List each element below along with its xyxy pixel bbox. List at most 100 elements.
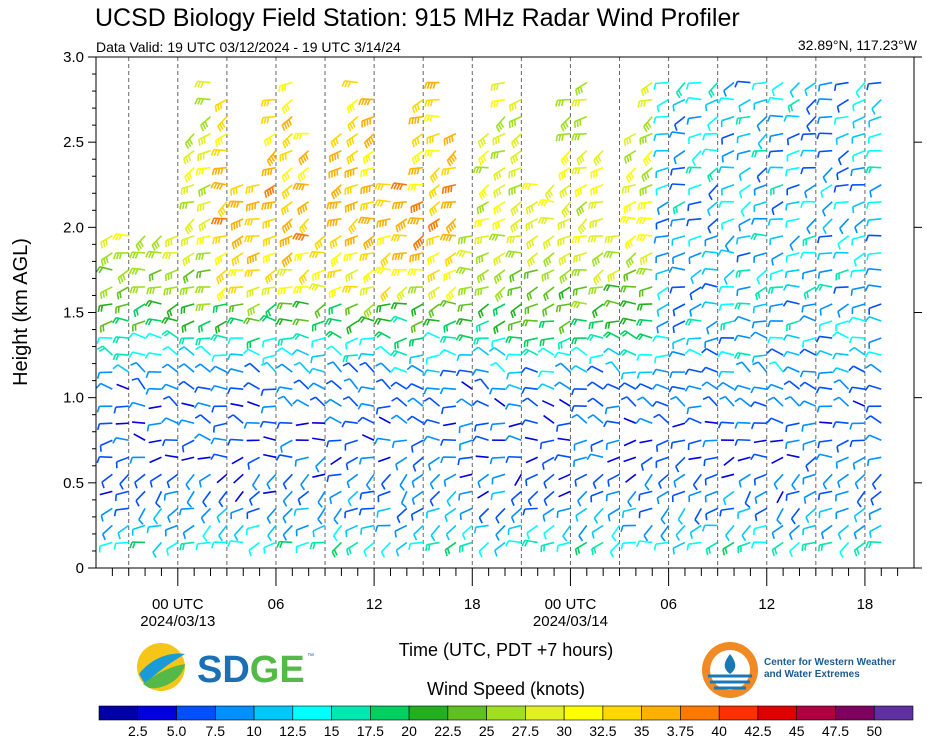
wind-barb-flag: [643, 173, 648, 181]
wind-barb: [181, 320, 195, 333]
wind-barb: [704, 420, 718, 425]
wind-barb-flag: [377, 183, 382, 191]
wind-barb: [688, 235, 702, 247]
wind-barb: [619, 215, 637, 224]
wind-barb-shaft: [558, 473, 571, 481]
wind-barb-shaft: [802, 422, 816, 427]
wind-barb-flag: [97, 305, 101, 313]
wind-barb: [836, 439, 849, 453]
wind-barb-flag: [308, 251, 313, 258]
wind-barb: [231, 456, 244, 465]
wind-barb: [179, 541, 195, 551]
wind-barb: [326, 473, 342, 483]
wind-barb-shaft: [573, 235, 587, 238]
wind-barb-flag: [298, 278, 303, 286]
wind-barb: [735, 115, 751, 125]
wind-barb-flag: [292, 133, 297, 140]
wind-barb: [244, 235, 260, 243]
wind-barb-flag: [504, 403, 510, 410]
wind-barb-flag: [636, 234, 641, 241]
wind-barb-flag: [272, 153, 278, 160]
wind-barb-flag: [789, 244, 794, 251]
wind-barb-flag: [292, 318, 297, 326]
wind-barb: [684, 318, 702, 326]
wind-barb: [604, 405, 620, 415]
wind-barb: [690, 269, 702, 285]
wind-barb: [655, 166, 669, 179]
wind-barb-flag: [115, 336, 120, 344]
wind-barb-shaft: [312, 473, 326, 478]
wind-barb-shaft: [856, 490, 866, 503]
wind-barb-flag: [608, 251, 614, 259]
wind-barb-flag: [287, 237, 290, 244]
wind-barb-shaft: [361, 286, 375, 291]
wind-barb-flag: [490, 493, 493, 500]
wind-barb-flag: [423, 387, 428, 395]
wind-barb: [380, 286, 392, 302]
wind-barb-shaft: [508, 539, 522, 544]
wind-barb-flag: [741, 534, 747, 542]
wind-barb-flag: [295, 233, 300, 241]
wind-barb: [560, 116, 571, 132]
wind-barb: [525, 473, 539, 487]
wind-barb: [673, 150, 686, 165]
wind-barb-shaft: [722, 541, 735, 550]
wind-barb: [243, 317, 260, 325]
wind-barb-shaft: [655, 132, 669, 136]
wind-barb: [768, 361, 784, 373]
wind-barb: [736, 252, 751, 263]
wind-barb: [211, 166, 227, 176]
wind-barb-flag: [357, 416, 364, 423]
wind-barb: [785, 252, 800, 263]
wind-barb-flag: [685, 83, 690, 90]
wind-barb-shaft: [770, 303, 784, 308]
wind-barb: [570, 346, 588, 356]
wind-barb-flag: [441, 187, 445, 195]
wind-barb-flag: [457, 289, 461, 296]
wind-barb: [490, 98, 506, 108]
wind-barb: [704, 473, 718, 486]
wind-barb-flag: [488, 388, 493, 395]
wind-barb-flag: [853, 260, 857, 267]
wind-barb-flag: [263, 547, 266, 554]
wind-barb: [328, 303, 342, 315]
wind-barb-flag: [756, 125, 761, 132]
wind-barb: [312, 473, 326, 478]
wind-barb: [837, 150, 850, 166]
wind-barb-flag: [576, 209, 580, 217]
wind-barb-flag: [443, 202, 447, 209]
wind-barb-flag: [677, 89, 683, 97]
wind-barb-shaft: [852, 400, 866, 407]
wind-barb-flag: [249, 235, 254, 243]
wind-barb-flag: [360, 317, 366, 324]
wind-barb-flag: [736, 289, 739, 297]
wind-barb-flag: [837, 481, 841, 489]
wind-barb-shaft: [442, 166, 457, 171]
wind-barb-shaft: [514, 473, 523, 486]
wind-barb-flag: [460, 305, 463, 312]
wind-barb: [750, 232, 767, 241]
wind-barb: [248, 490, 261, 506]
wind-barb: [852, 400, 866, 407]
wind-barb: [835, 490, 849, 502]
wind-barb: [358, 507, 375, 516]
wind-barb-flag: [564, 121, 569, 128]
wind-barb-shaft: [393, 252, 407, 255]
wind-barb-flag: [345, 275, 348, 282]
wind-barb-flag: [490, 101, 493, 108]
wind-barb-flag: [315, 466, 320, 473]
wind-barb: [357, 315, 375, 324]
wind-barb-flag: [457, 458, 461, 466]
wind-barb-shaft: [737, 384, 751, 390]
wind-barb-shaft: [704, 439, 718, 442]
wind-barb-shaft: [853, 524, 866, 534]
wind-barb: [524, 436, 538, 442]
wind-barb: [766, 96, 784, 104]
wind-barb-flag: [276, 422, 281, 429]
wind-barb: [848, 316, 866, 323]
wind-barb-shaft: [658, 473, 670, 484]
wind-barb-shaft: [508, 435, 522, 442]
wind-barb-flag: [188, 172, 193, 179]
wind-barb-flag: [611, 535, 617, 542]
wind-barb-flag: [831, 367, 837, 374]
